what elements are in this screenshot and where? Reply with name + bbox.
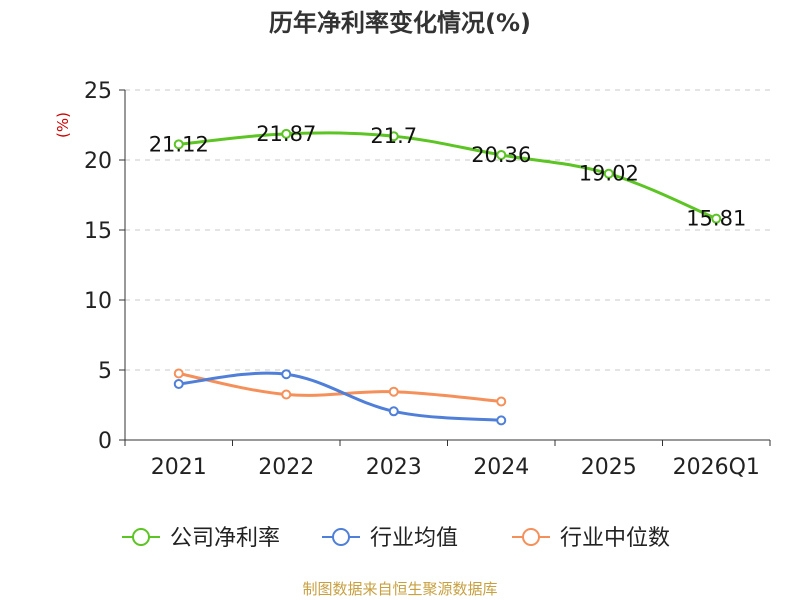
legend-swatch-marker <box>132 528 150 546</box>
y-axis-label: (%) <box>54 112 72 138</box>
y-tick-label: 20 <box>84 149 112 174</box>
data-point <box>173 139 184 150</box>
data-point <box>388 406 399 417</box>
series-line <box>177 372 503 403</box>
data-point <box>281 369 292 380</box>
series-line <box>177 371 503 422</box>
y-tick-label: 15 <box>84 219 112 244</box>
data-label: 21.12 <box>149 132 209 156</box>
data-point <box>388 131 399 142</box>
data-labels: 21.12 21.87 21.7 20.36 19.02 15.81 <box>149 122 747 231</box>
data-point <box>281 128 292 139</box>
x-tick-label: 2021 <box>151 455 207 480</box>
x-tick-label: 2026Q1 <box>673 455 760 480</box>
data-point <box>496 415 507 426</box>
x-tick-label: 2024 <box>473 455 529 480</box>
data-point <box>603 168 614 179</box>
legend-swatch-marker <box>522 528 540 546</box>
x-tick-label: 2022 <box>258 455 314 480</box>
chart-title: 历年净利率变化情况(%) <box>269 9 531 37</box>
series <box>173 128 722 426</box>
legend-label: 行业均值 <box>370 526 458 551</box>
source-note: 制图数据来自恒生聚源数据库 <box>302 580 497 598</box>
x-tick-label: 2025 <box>581 455 637 480</box>
data-point <box>173 368 184 379</box>
data-point <box>281 389 292 400</box>
data-label: 19.02 <box>579 162 639 186</box>
legend: 公司净利率 行业均值 行业中位数 <box>122 526 670 551</box>
y-tick-label: 10 <box>84 289 112 314</box>
y-tick-label: 5 <box>98 359 112 384</box>
legend-swatch-marker <box>332 528 350 546</box>
data-point <box>173 379 184 389</box>
data-label: 21.87 <box>256 122 316 146</box>
series-line <box>177 131 718 221</box>
data-label: 20.36 <box>471 143 531 167</box>
y-tick-label: 25 <box>84 79 112 104</box>
y-tick-label: 0 <box>98 429 112 454</box>
x-tick-label: 2023 <box>366 455 422 480</box>
legend-label: 公司净利率 <box>170 526 280 551</box>
data-point <box>388 386 399 397</box>
data-point <box>711 213 722 224</box>
gridlines <box>125 89 770 371</box>
data-label: 15.81 <box>686 207 746 231</box>
data-point <box>496 396 507 407</box>
data-label: 21.7 <box>370 124 417 148</box>
legend-label: 行业中位数 <box>560 526 670 551</box>
data-point <box>496 149 507 160</box>
